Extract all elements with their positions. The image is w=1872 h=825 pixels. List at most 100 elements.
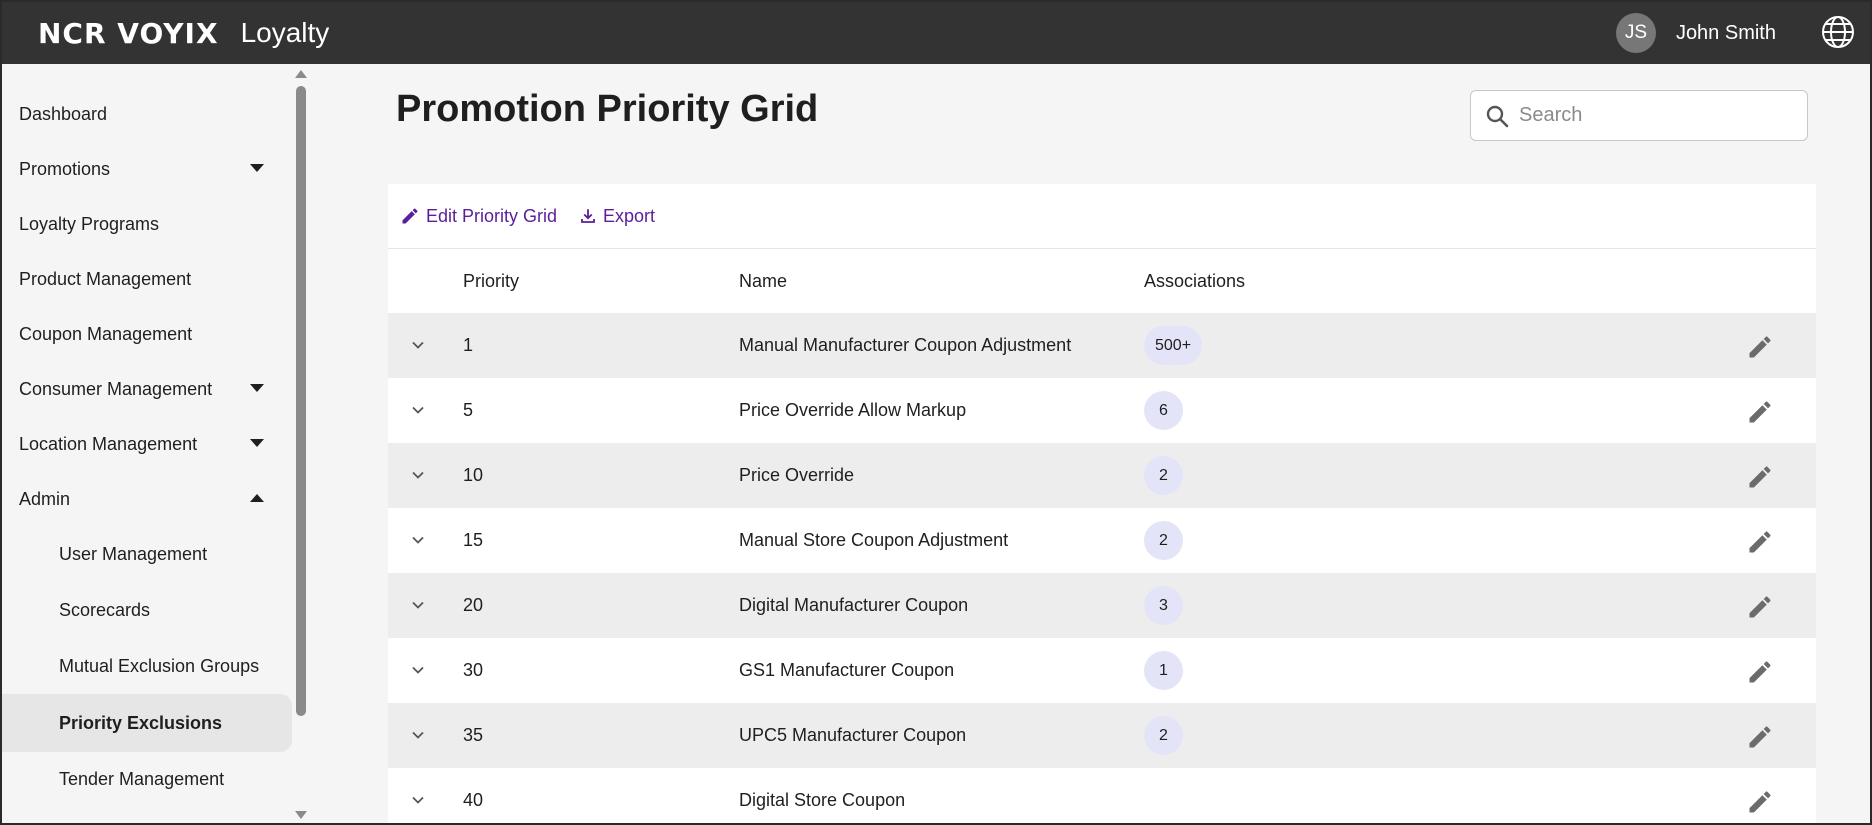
- table-row[interactable]: 20 Digital Manufacturer Coupon 3: [388, 573, 1816, 638]
- priority-cell: 15: [463, 530, 484, 550]
- edit-pencil-icon[interactable]: [1746, 333, 1774, 361]
- sidebar-item-label: Promotions: [19, 158, 111, 179]
- column-header-priority[interactable]: Priority: [463, 271, 520, 291]
- edit-pencil-icon[interactable]: [1746, 593, 1774, 621]
- sidebar-item-user-management[interactable]: User Management: [2, 529, 292, 579]
- priority-cell: 1: [463, 335, 474, 355]
- chevron-down-icon[interactable]: [410, 532, 426, 548]
- name-cell: Price Override: [739, 465, 855, 485]
- chevron-down-icon[interactable]: [410, 662, 426, 678]
- chevron-down-icon[interactable]: [410, 597, 426, 613]
- edit-pencil-icon[interactable]: [1746, 723, 1774, 751]
- table-row[interactable]: 1 Manual Manufacturer Coupon Adjustment 50…: [388, 313, 1816, 378]
- name-cell: Digital Store Coupon: [739, 790, 906, 810]
- top-bar: NCR VOYIX Loyalty JS John Smith: [2, 2, 1870, 64]
- caret-down-icon: [250, 384, 264, 392]
- chevron-down-icon[interactable]: [410, 727, 426, 743]
- brand[interactable]: NCR VOYIX Loyalty: [38, 17, 329, 50]
- sidebar-item-label: Dashboard: [19, 103, 108, 124]
- priority-cell: 40: [463, 790, 484, 810]
- sidebar-item-label: Mutual Exclusion Groups: [59, 655, 260, 676]
- sidebar-item-label: Priority Exclusions: [59, 712, 223, 733]
- sidebar-item-consumer-management[interactable]: Consumer Management: [2, 364, 292, 414]
- table-row[interactable]: 40 Digital Store Coupon: [388, 768, 1816, 823]
- table-row[interactable]: 15 Manual Store Coupon Adjustment 2: [388, 508, 1816, 573]
- sidebar-item-label: Product Management: [19, 268, 192, 289]
- sidebar-item-loyalty-programs[interactable]: Loyalty Programs: [2, 199, 292, 249]
- sidebar-item-label: Admin: [19, 488, 71, 509]
- priority-cell: 10: [463, 465, 484, 485]
- page-title: Promotion Priority Grid: [396, 88, 819, 130]
- user-menu[interactable]: JS John Smith: [1615, 2, 1776, 64]
- brand-logo: NCR VOYIX: [38, 16, 219, 50]
- table-header: Priority Name Associations: [388, 249, 1816, 313]
- edit-priority-grid-label: Edit Priority Grid: [426, 205, 558, 226]
- associations-badge[interactable]: 500+: [1144, 326, 1203, 365]
- product-name: Loyalty: [240, 17, 330, 48]
- table-row[interactable]: 10 Price Override 2: [388, 443, 1816, 508]
- column-header-associations[interactable]: Associations: [1144, 271, 1246, 291]
- edit-pencil-icon[interactable]: [1746, 398, 1774, 426]
- search-icon: [1486, 105, 1509, 127]
- associations-badge[interactable]: 6: [1144, 391, 1183, 430]
- associations-badge[interactable]: 2: [1144, 521, 1183, 560]
- priority-cell: 5: [463, 400, 474, 420]
- associations-badge[interactable]: 3: [1144, 586, 1183, 625]
- scroll-down-arrow-icon[interactable]: [295, 811, 307, 819]
- sidebar-item-mutual-exclusion-groups[interactable]: Mutual Exclusion Groups: [2, 641, 292, 691]
- user-name: John Smith: [1675, 21, 1776, 44]
- column-header-name[interactable]: Name: [739, 271, 788, 291]
- pencil-icon: [402, 208, 418, 224]
- name-cell: Price Override Allow Markup: [739, 400, 967, 420]
- sidebar-item-label: Tender Management: [59, 768, 225, 789]
- search-input[interactable]: [1519, 104, 1779, 127]
- sidebar-item-tender-management[interactable]: Tender Management: [2, 754, 292, 804]
- name-cell: Manual Manufacturer Coupon Adjustment: [739, 335, 1072, 355]
- sidebar-item-admin[interactable]: Admin: [2, 474, 292, 524]
- export-label: Export: [603, 205, 656, 226]
- table-row[interactable]: 35 UPC5 Manufacturer Coupon 2: [388, 703, 1816, 768]
- edit-pencil-icon[interactable]: [1746, 788, 1774, 816]
- name-cell: GS1 Manufacturer Coupon: [739, 660, 955, 680]
- sidebar-item-scorecards[interactable]: Scorecards: [2, 585, 292, 635]
- sidebar-item-coupon-management[interactable]: Coupon Management: [2, 309, 292, 359]
- caret-down-icon: [250, 439, 264, 447]
- sidebar-item-location-management[interactable]: Location Management: [2, 419, 292, 469]
- chevron-down-icon[interactable]: [410, 337, 426, 353]
- name-cell: Manual Store Coupon Adjustment: [739, 530, 1009, 550]
- table-row[interactable]: 5 Price Override Allow Markup 6: [388, 378, 1816, 443]
- edit-pencil-icon[interactable]: [1746, 528, 1774, 556]
- name-cell: UPC5 Manufacturer Coupon: [739, 725, 967, 745]
- scrollbar-thumb[interactable]: [296, 86, 306, 716]
- associations-badge[interactable]: 2: [1144, 456, 1183, 495]
- chevron-down-icon[interactable]: [410, 467, 426, 483]
- search-box[interactable]: [1470, 90, 1808, 141]
- priority-cell: 30: [463, 660, 484, 680]
- sidebar-item-label: User Management: [59, 543, 208, 564]
- table-body: 1 Manual Manufacturer Coupon Adjustment 50…: [388, 313, 1816, 823]
- export-button[interactable]: Export: [579, 206, 655, 227]
- sidebar-item-label: Consumer Management: [19, 378, 213, 399]
- sidebar: Dashboard Promotions Loyalty Programs Pr…: [2, 64, 310, 823]
- grid-toolbar: Edit Priority Grid Export: [388, 184, 1816, 249]
- sidebar-item-label: Loyalty Programs: [19, 213, 160, 234]
- globe-icon[interactable]: [1820, 14, 1856, 50]
- sidebar-item-priority-exclusions[interactable]: Priority Exclusions: [2, 694, 292, 752]
- sidebar-item-dashboard[interactable]: Dashboard: [2, 89, 292, 139]
- chevron-down-icon[interactable]: [410, 402, 426, 418]
- scroll-up-arrow-icon[interactable]: [295, 70, 307, 78]
- priority-cell: 20: [463, 595, 484, 615]
- edit-pencil-icon[interactable]: [1746, 463, 1774, 491]
- associations-badge[interactable]: 1: [1144, 651, 1183, 690]
- table-row[interactable]: 30 GS1 Manufacturer Coupon 1: [388, 638, 1816, 703]
- sidebar-item-product-management[interactable]: Product Management: [2, 254, 292, 304]
- chevron-down-icon[interactable]: [410, 792, 426, 808]
- edit-priority-grid-button[interactable]: Edit Priority Grid: [400, 206, 557, 227]
- sidebar-item-promotions[interactable]: Promotions: [2, 144, 292, 194]
- sidebar-scrollbar[interactable]: [294, 64, 308, 823]
- download-icon: [581, 209, 595, 223]
- associations-badge[interactable]: 2: [1144, 716, 1183, 755]
- edit-pencil-icon[interactable]: [1746, 658, 1774, 686]
- sidebar-item-label: Scorecards: [59, 599, 151, 620]
